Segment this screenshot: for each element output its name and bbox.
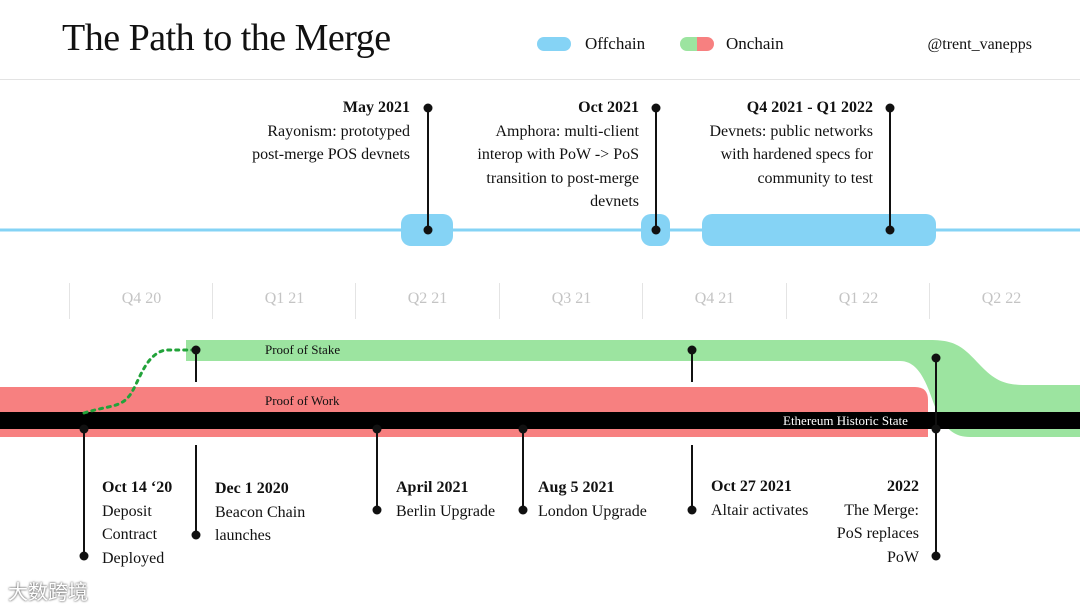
pos-dot-merge-top bbox=[931, 353, 941, 363]
onchain-event-altair: Oct 27 2021 Altair activates bbox=[711, 475, 808, 522]
ethereum-historic-state-label: Ethereum Historic State bbox=[783, 413, 908, 428]
event-desc-line: PoS replaces bbox=[836, 525, 919, 542]
quarter-label: Q1 21 bbox=[264, 290, 305, 307]
dot-dec-1 bbox=[191, 530, 201, 540]
ethereum-historic-state-bar bbox=[0, 412, 1080, 429]
onchain-event-beacon-chain: Dec 1 2020 Beacon Chain launches bbox=[215, 477, 305, 548]
onchain-legend-swatch bbox=[680, 37, 714, 51]
event-date: 2022 bbox=[887, 478, 919, 495]
watermark: 大数跨境 bbox=[8, 580, 88, 604]
event-desc-line: Altair activates bbox=[711, 501, 809, 519]
offchain-event-may-2021: May 2021 Rayonism: prototyped post-merge… bbox=[252, 96, 410, 167]
dot-aug-5-top bbox=[518, 424, 528, 434]
event-desc-line: Rayonism: prototyped bbox=[267, 122, 410, 140]
event-desc-line: post-merge POS devnets bbox=[252, 146, 410, 163]
pos-dot-altair bbox=[687, 345, 697, 355]
quarter-label: Q2 21 bbox=[407, 290, 448, 307]
event-date: Dec 1 2020 bbox=[215, 480, 289, 497]
proof-of-work-label: Proof of Work bbox=[265, 393, 340, 408]
event-desc-line: with hardened specs for bbox=[720, 146, 873, 163]
onchain-event-deposit-contract: Oct 14 ‘20 Deposit Contract Deployed bbox=[102, 476, 172, 570]
event-date: Oct 14 ‘20 bbox=[102, 479, 173, 496]
event-date: May 2021 bbox=[342, 99, 410, 116]
event-desc-line: transition to post-merge bbox=[486, 169, 639, 187]
event-desc-line: Beacon Chain bbox=[215, 503, 306, 521]
dot-aug-5-bottom bbox=[518, 505, 528, 515]
offchain-block-devnets bbox=[702, 214, 936, 246]
author-handle: @trent_vanepps bbox=[927, 36, 1032, 53]
offchain-dot-devnets-top bbox=[885, 103, 895, 113]
event-date: Oct 2021 bbox=[578, 99, 639, 116]
event-desc-line: interop with PoW -> PoS bbox=[477, 146, 639, 163]
proof-of-stake-label: Proof of Stake bbox=[265, 342, 341, 357]
onchain-event-london: Aug 5 2021 London Upgrade bbox=[538, 476, 647, 523]
quarter-separator bbox=[355, 283, 356, 319]
offchain-dot-oct-2021-top bbox=[651, 103, 661, 113]
quarter-label: Q4 20 bbox=[121, 290, 162, 307]
quarter-label: Q1 22 bbox=[838, 290, 879, 307]
event-desc-line: PoW bbox=[887, 548, 919, 566]
onchain-event-berlin: April 2021 Berlin Upgrade bbox=[396, 476, 495, 523]
offchain-dot-devnets-bottom bbox=[885, 225, 895, 235]
quarter-separator bbox=[929, 283, 930, 319]
offchain-legend-swatch bbox=[537, 37, 571, 51]
quarter-separator bbox=[642, 283, 643, 319]
pos-dot-merge-bottom bbox=[931, 551, 941, 561]
quarter-label: Q4 21 bbox=[694, 290, 735, 307]
header-divider bbox=[0, 79, 1080, 80]
offchain-dot-oct-2021-bottom bbox=[651, 225, 661, 235]
page-title: The Path to the Merge bbox=[62, 17, 391, 59]
quarter-separator bbox=[212, 283, 213, 319]
event-date: Q4 2021 - Q1 2022 bbox=[746, 99, 873, 116]
quarter-separator bbox=[69, 283, 70, 319]
onchain-event-merge: 2022 The Merge: PoS replaces PoW bbox=[837, 475, 919, 569]
dot-oct-14-bottom bbox=[79, 551, 89, 561]
onchain-legend-label: Onchain bbox=[726, 34, 784, 53]
event-desc-line: Devnets: public networks bbox=[709, 122, 873, 140]
dot-oct-27 bbox=[687, 505, 697, 515]
quarter-separator bbox=[499, 283, 500, 319]
event-desc-line: Deposit bbox=[102, 502, 152, 520]
deposit-contract-connector bbox=[82, 348, 198, 415]
pos-dot-beacon bbox=[191, 345, 201, 355]
event-desc-line: Deployed bbox=[102, 549, 165, 567]
event-desc-line: community to test bbox=[757, 169, 873, 187]
pos-dot-merge-mid bbox=[931, 424, 941, 434]
offchain-legend-label: Offchain bbox=[585, 34, 646, 53]
offchain-dot-may-2021-top bbox=[423, 103, 433, 113]
event-desc-line: Contract bbox=[102, 526, 158, 543]
event-desc-line: launches bbox=[215, 527, 271, 544]
dot-april-2021-bottom bbox=[372, 505, 382, 515]
offchain-dot-may-2021-bottom bbox=[423, 225, 433, 235]
offchain-event-oct-2021: Oct 2021 Amphora: multi-client interop w… bbox=[477, 96, 639, 214]
event-desc-line: London Upgrade bbox=[538, 502, 647, 520]
quarter-label: Q2 22 bbox=[981, 290, 1022, 307]
offchain-event-devnets: Q4 2021 - Q1 2022 Devnets: public networ… bbox=[709, 96, 873, 190]
dot-april-2021-top bbox=[372, 424, 382, 434]
dot-oct-14-top bbox=[79, 424, 89, 434]
event-date: Oct 27 2021 bbox=[711, 478, 792, 495]
event-desc-line: devnets bbox=[590, 193, 639, 210]
event-desc-line: Berlin Upgrade bbox=[396, 502, 496, 520]
event-date: Aug 5 2021 bbox=[538, 479, 615, 496]
quarter-label: Q3 21 bbox=[551, 290, 592, 307]
event-desc-line: The Merge: bbox=[844, 501, 919, 519]
event-date: April 2021 bbox=[396, 479, 469, 496]
event-desc-line: Amphora: multi-client bbox=[495, 122, 639, 140]
quarter-separator bbox=[786, 283, 787, 319]
